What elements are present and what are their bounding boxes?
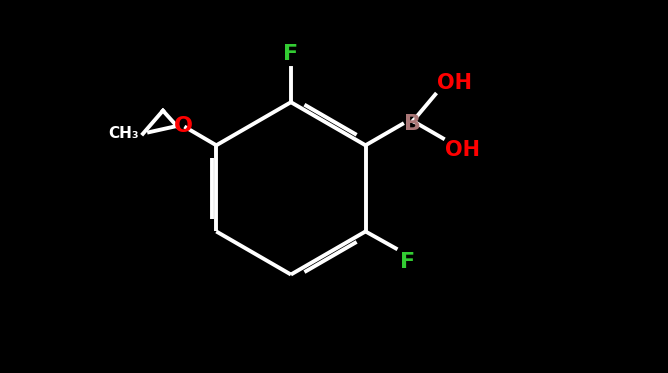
Text: O: O [174,116,192,136]
Text: OH: OH [444,140,480,160]
Text: F: F [283,44,299,64]
Text: B: B [403,114,421,134]
Text: CH₃: CH₃ [108,126,139,141]
Text: F: F [400,252,415,272]
Text: OH: OH [437,73,472,93]
